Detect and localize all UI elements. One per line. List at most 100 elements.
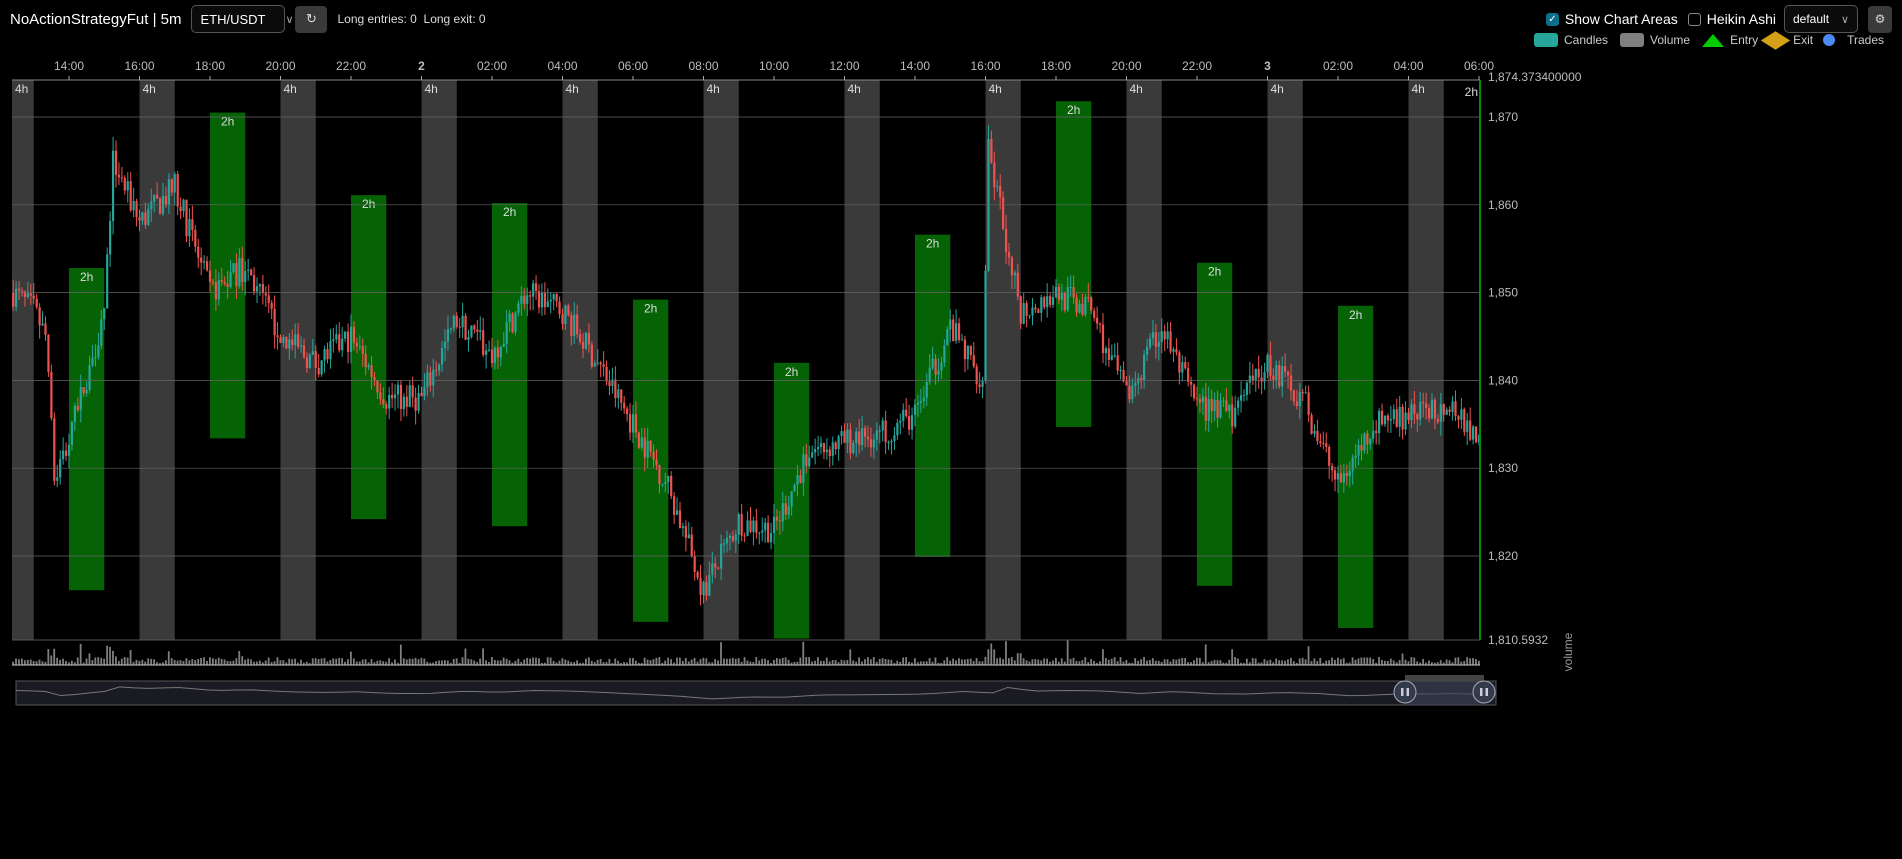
volume-bar (1419, 662, 1422, 665)
volume-bar (1134, 658, 1137, 665)
chart-area-label: 2h (221, 115, 234, 129)
candle (103, 308, 106, 320)
volume-bar (150, 658, 153, 665)
candle (699, 577, 702, 596)
candle (314, 351, 317, 368)
volume-bar (1381, 660, 1383, 665)
entry-triangle-icon[interactable] (1702, 33, 1725, 47)
volume-bar (643, 657, 646, 665)
candle (999, 186, 1002, 198)
legend-volume[interactable]: Volume (1650, 33, 1691, 47)
candle (135, 201, 138, 218)
zoom-handle-right[interactable] (1472, 680, 1496, 704)
candle (120, 177, 123, 179)
candle (214, 282, 217, 300)
candle (1063, 292, 1066, 311)
candle (1366, 433, 1369, 445)
candle (1239, 395, 1243, 401)
volume-bar (485, 660, 487, 665)
volume-bar (426, 661, 429, 665)
candle (1395, 409, 1398, 427)
candle (990, 139, 993, 163)
legend-candles[interactable]: Candles (1564, 33, 1609, 47)
theme-value: default (1793, 12, 1830, 26)
candle (913, 404, 917, 415)
candle (1325, 443, 1328, 447)
volume-bar (511, 662, 514, 665)
show-chart-areas-label[interactable]: Show Chart Areas (1564, 11, 1678, 27)
volume-bar (723, 658, 725, 665)
settings-button[interactable]: ⚙ (1868, 5, 1892, 33)
candle (414, 397, 417, 411)
volume-bar (68, 662, 70, 665)
candle (255, 286, 259, 292)
volume-bar (1301, 657, 1304, 665)
volume-bar (335, 658, 338, 665)
candle (191, 219, 194, 230)
volume-bar (1281, 660, 1283, 665)
show-chart-areas-checkbox[interactable]: ✓ (1545, 12, 1559, 26)
volume-swatch[interactable] (1620, 33, 1645, 47)
pair-select[interactable]: ETH/USDT ∨ (191, 5, 294, 33)
candle (943, 345, 946, 363)
exit-diamond-icon[interactable] (1760, 30, 1791, 50)
volume-bar (561, 658, 564, 665)
data-zoom-selection[interactable] (1405, 681, 1484, 705)
volume-bar (153, 659, 155, 665)
candle (1140, 377, 1143, 381)
data-zoom-preview (15, 686, 1497, 700)
legend-trades[interactable]: Trades (1847, 33, 1884, 47)
volume-bar (358, 661, 361, 665)
volume-bar (1072, 657, 1075, 665)
candles-swatch[interactable] (1534, 33, 1558, 47)
candle (502, 343, 505, 347)
refresh-button[interactable]: ↻ (295, 5, 328, 33)
volume-bar (138, 660, 141, 665)
volume-bar (1478, 660, 1480, 665)
heikin-ashi-checkbox[interactable] (1687, 12, 1701, 26)
candle (408, 385, 411, 407)
candle (1175, 349, 1178, 353)
volume-bar (1331, 657, 1333, 665)
volume-bar (614, 658, 617, 665)
volume-bar (673, 662, 675, 665)
candle (1386, 415, 1390, 421)
candle (872, 439, 875, 448)
candle (620, 389, 623, 403)
legend-exit[interactable]: Exit (1793, 33, 1814, 47)
x-tick-label: 18:00 (195, 59, 225, 73)
volume-bar (1354, 659, 1357, 665)
candle (393, 394, 397, 399)
candle (984, 270, 987, 382)
candle (185, 199, 188, 237)
candle (1389, 419, 1392, 421)
candle (1310, 414, 1313, 434)
volume-bar (1052, 660, 1054, 665)
trades-circle-icon[interactable] (1823, 34, 1836, 46)
volume-bar (197, 659, 200, 665)
volume-bar (273, 661, 276, 665)
candle (1225, 400, 1228, 411)
heikin-ashi-label[interactable]: Heikin Ashi (1706, 11, 1776, 27)
theme-select[interactable]: default ∨ (1784, 5, 1858, 33)
legend-entry[interactable]: Entry (1730, 33, 1759, 47)
volume-bar (1216, 660, 1219, 665)
volume-bar (1228, 660, 1231, 665)
volume-bar (767, 660, 769, 665)
volume-bar (241, 656, 244, 665)
volume-bar (558, 660, 561, 665)
candle (696, 572, 699, 578)
candle (464, 315, 467, 340)
candle (558, 301, 561, 315)
volume-bar (444, 660, 446, 665)
candle (391, 394, 394, 399)
candle (291, 339, 294, 345)
data-zoom-drag-bar[interactable] (1405, 675, 1484, 681)
zoom-handle-left[interactable] (1393, 680, 1417, 704)
volume-bar (629, 658, 631, 665)
chart-area-label: 4h (707, 82, 720, 96)
volume-bar (1448, 660, 1451, 665)
candle (643, 437, 646, 458)
candle (285, 337, 288, 349)
